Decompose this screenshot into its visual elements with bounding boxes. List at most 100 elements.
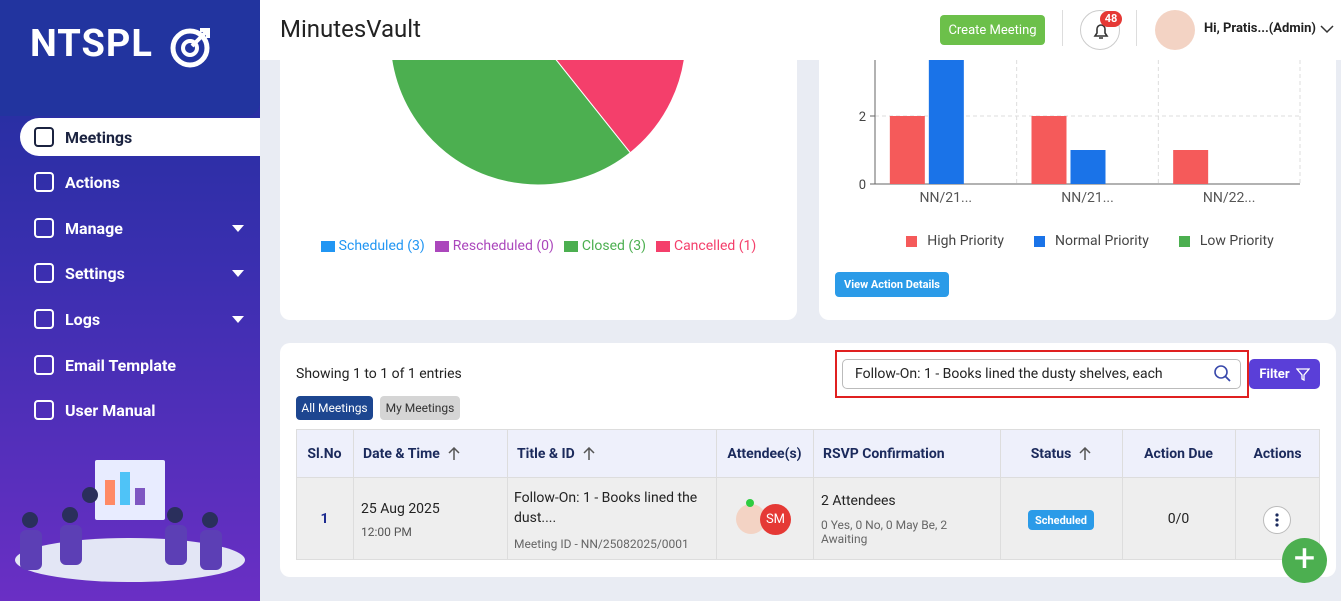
column-header-label: Attendee(s) [727, 445, 802, 462]
legend-label: Cancelled (1) [673, 238, 757, 254]
column-divider [716, 429, 717, 560]
divider [1062, 10, 1063, 46]
tab-all-meetings[interactable]: All Meetings [296, 396, 373, 420]
status-badge: Scheduled [1028, 510, 1094, 530]
legend-label: Normal Priority [1055, 233, 1149, 249]
notification-badge: 48 [1100, 11, 1122, 27]
nav-label: Manage [65, 218, 123, 238]
column-header-label: Actions [1253, 445, 1302, 462]
nav-icon [34, 309, 54, 329]
add-fab[interactable]: + [1282, 538, 1327, 583]
nav-icon [34, 218, 54, 238]
nav-label: User Manual [65, 400, 156, 420]
nav-label: Actions [65, 172, 120, 192]
nav-item[interactable]: Settings [20, 254, 260, 292]
nav-item[interactable]: Meetings [20, 118, 260, 156]
legend-swatch [434, 240, 449, 252]
nav-item[interactable]: Logs [20, 300, 260, 338]
sidebar: NTSPL Meetings Actions Manage Settings Logs E… [0, 0, 260, 601]
search-icon[interactable] [1213, 364, 1233, 384]
legend-swatch [563, 240, 578, 252]
logo-icon [170, 28, 210, 68]
nav-caret [232, 270, 244, 277]
search-input[interactable]: Follow-On: 1 - Books lined the dusty she… [842, 359, 1241, 389]
column-header[interactable]: Title & ID [507, 429, 716, 478]
column-header: Attendee(s) [716, 429, 813, 478]
column-header-label: Title & ID [517, 445, 575, 462]
brand: NTSPL [30, 22, 153, 66]
rsvp-detail: 0 Yes, 0 No, 0 May Be, 2 Awaiting [821, 518, 948, 546]
nav-label: Logs [65, 309, 101, 329]
nav-icon [34, 355, 54, 375]
legend-item: Low Priority [1178, 233, 1274, 249]
column-header-label: Sl.No [307, 445, 342, 462]
column-header-label: Status [1030, 445, 1072, 462]
filter-button[interactable]: Filter [1249, 359, 1320, 389]
table-header-bg [296, 429, 1320, 478]
bar [1031, 116, 1067, 184]
sort-icon [583, 446, 595, 460]
table-row-bg [296, 478, 1320, 560]
legend-label: Scheduled (3) [338, 238, 425, 254]
legend-swatch [320, 240, 335, 252]
entries-summary: Showing 1 to 1 of 1 entries [296, 366, 462, 382]
sort-icon [1079, 446, 1091, 460]
meeting-time: 12:00 PM [361, 525, 412, 539]
nav-label: Email Template [65, 355, 176, 375]
rsvp-count: 2 Attendees [821, 493, 896, 509]
notification-button[interactable]: 48 [1080, 10, 1122, 50]
app-title: MinutesVault [280, 15, 421, 43]
column-header: RSVP Confirmation [813, 429, 1000, 478]
kebab-dot [1275, 523, 1279, 527]
pie-slice [391, 60, 631, 186]
y-tick-label: 2 [859, 110, 866, 125]
nav-item[interactable]: Manage [20, 209, 260, 247]
nav-item[interactable]: Email Template [20, 346, 260, 384]
view-action-details-button[interactable]: View Action Details [835, 272, 949, 297]
meeting-id: Meeting ID - NN/25082025/0001 [514, 537, 689, 551]
online-dot [746, 499, 754, 507]
legend-item: Cancelled (1) [655, 238, 757, 254]
bar [889, 116, 925, 184]
bar [1173, 150, 1209, 184]
nav-item[interactable]: Actions [20, 163, 260, 201]
column-divider [1235, 429, 1236, 560]
legend-item: Normal Priority [1034, 233, 1149, 249]
attendee-initials: SM [760, 504, 791, 535]
avatar[interactable] [1155, 10, 1195, 50]
nav-item[interactable]: User Manual [20, 391, 260, 429]
create-meeting-button[interactable]: Create Meeting [940, 15, 1045, 45]
pie-legend: Scheduled (3) Rescheduled (0) Closed (3) Ca… [280, 238, 797, 254]
column-header[interactable]: Status [1000, 429, 1122, 478]
x-tick-label: NN/21... [920, 190, 973, 206]
sort-arrow [583, 446, 595, 460]
sort-arrow [1079, 446, 1091, 460]
action-due: 0/0 [1167, 511, 1190, 527]
actions-menu[interactable] [1263, 506, 1291, 534]
nav-icon [34, 127, 54, 147]
column-header: Actions [1235, 429, 1320, 478]
column-header: Sl.No [296, 429, 353, 478]
bar-chart: 0 2 NN/21... NN/21... NN/22... [859, 60, 1301, 206]
column-header[interactable]: Date & Time [353, 429, 507, 478]
column-header-label: Action Due [1144, 445, 1213, 462]
legend-item: Closed (3) [563, 238, 646, 254]
column-header: Action Due [1122, 429, 1235, 478]
filter-label: Filter [1259, 366, 1290, 382]
y-tick-label: 0 [859, 178, 866, 193]
tab-my-meetings[interactable]: My Meetings [380, 396, 460, 420]
illustration [15, 460, 245, 582]
user-caret[interactable] [1320, 24, 1334, 34]
sort-arrow [448, 446, 460, 460]
header: MinutesVault Create Meeting 48 Hi, Prati… [260, 0, 1341, 60]
column-header-label: Date & Time [363, 445, 440, 462]
column-divider [813, 429, 814, 560]
sort-icon [448, 446, 460, 460]
user-name[interactable]: Hi, Pratis...(Admin) [1204, 21, 1316, 36]
logo-area: NTSPL [0, 0, 260, 116]
filter-icon [1295, 368, 1310, 381]
nav-icon [34, 263, 54, 283]
kebab-dot [1275, 518, 1279, 522]
legend-item: Scheduled (3) [320, 238, 425, 254]
